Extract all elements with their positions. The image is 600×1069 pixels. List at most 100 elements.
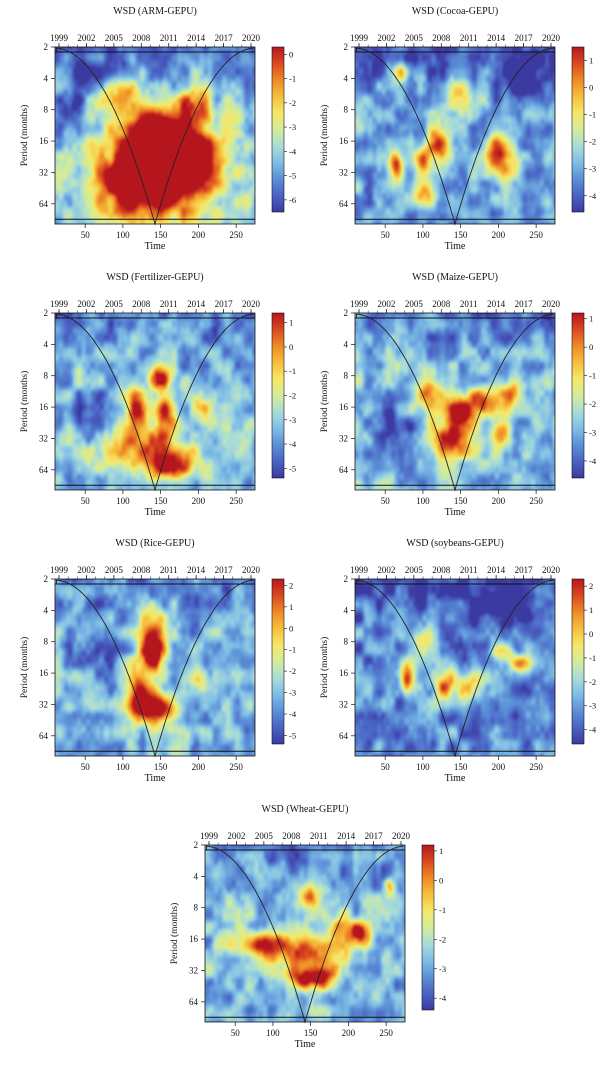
top-tick-label: 1999 (350, 299, 369, 309)
colorbar-tick-label: -3 (289, 122, 296, 132)
top-tick-label: 2017 (215, 33, 234, 43)
cone-of-influence (206, 845, 404, 1024)
x-tick-label: 200 (192, 496, 206, 506)
cone-of-influence (356, 313, 554, 492)
plot-frame (54, 46, 256, 225)
colorbar-tick-label: 0 (589, 83, 593, 93)
x-tick-label: 50 (381, 230, 391, 240)
wavelet-panel: WSD (Maize-GEPU) 1999 2002 2005 2008 2011 2014… (300, 266, 600, 537)
cone-of-influence (56, 313, 254, 492)
y-tick-label: 64 (39, 199, 49, 209)
wavelet-chart: WSD (Rice-GEPU)1999 2002 2005 2008 2011 2014 2… (19, 538, 297, 784)
colorbar-tick-label: 2 (289, 580, 293, 590)
top-tick-label: 2014 (487, 565, 506, 575)
power-heatmap (355, 313, 555, 490)
top-tick-label: 2002 (77, 33, 95, 43)
top-tick-label: 2002 (377, 299, 395, 309)
y-tick-label: 16 (339, 402, 349, 412)
top-tick-label: 2014 (337, 831, 356, 841)
x-axis-label: Time (445, 241, 466, 252)
wavelet-chart: WSD (ARM-GEPU)1999 2002 2005 2008 2011 2014 20… (19, 6, 297, 252)
top-tick-label: 2008 (432, 33, 451, 43)
top-tick-label: 2020 (542, 565, 561, 575)
colorbar-tick-label: 0 (289, 49, 293, 59)
x-tick-label: 200 (492, 496, 506, 506)
x-tick-label: 250 (229, 762, 243, 772)
x-axis-label: Time (295, 1039, 316, 1050)
y-tick-label: 2 (44, 574, 49, 584)
colorbar-tick-label: 1 (589, 56, 593, 66)
y-tick-label: 16 (39, 668, 49, 678)
y-tick-label: 64 (339, 199, 349, 209)
x-tick-label: 100 (266, 1028, 280, 1038)
colorbar-tick-label: -2 (589, 677, 596, 687)
colorbar-tick-label: -1 (289, 645, 296, 655)
y-tick-label: 4 (344, 339, 349, 349)
top-tick-label: 2005 (105, 565, 124, 575)
top-tick-label: 2020 (392, 831, 411, 841)
top-tick-label: 2020 (542, 299, 561, 309)
top-tick-label: 2017 (215, 299, 234, 309)
top-tick-label: 2005 (405, 33, 424, 43)
top-tick-label: 2011 (160, 33, 178, 43)
wavelet-panel: WSD (Rice-GEPU) 1999 2002 2005 2008 2011 2014 2… (0, 532, 300, 803)
colorbar-tick-label: -3 (289, 415, 296, 425)
y-tick-label: 16 (189, 934, 199, 944)
top-tick-label: 1999 (50, 33, 69, 43)
y-tick-label: 2 (44, 308, 49, 318)
colorbar-tick-label: 0 (289, 342, 293, 352)
cone-of-influence (356, 579, 554, 758)
y-tick-label: 8 (44, 371, 49, 381)
wavelet-panel: WSD (Fertilizer-GEPU) 1999 2002 2005 2008 201… (0, 266, 300, 537)
colorbar-tick-label: -2 (289, 391, 296, 401)
chart-title: WSD (Rice-GEPU) (115, 538, 194, 549)
colorbar-tick-label: -3 (289, 688, 296, 698)
y-tick-label: 16 (339, 136, 349, 146)
top-tick-label: 1999 (50, 299, 69, 309)
x-tick-label: 50 (81, 496, 91, 506)
top-tick-label: 2014 (487, 299, 506, 309)
y-tick-label: 64 (189, 997, 199, 1007)
top-tick-label: 2017 (515, 565, 534, 575)
x-axis-label: Time (145, 507, 166, 518)
colorbar (571, 312, 585, 479)
chart-title: WSD (Wheat-GEPU) (262, 804, 349, 815)
x-tick-label: 250 (229, 230, 243, 240)
y-tick-label: 8 (194, 903, 199, 913)
colorbar-tick-label: -4 (589, 191, 597, 201)
x-tick-label: 250 (529, 230, 543, 240)
y-tick-label: 4 (44, 73, 49, 83)
top-tick-label: 2002 (377, 33, 395, 43)
top-tick-label: 1999 (350, 33, 369, 43)
plot-frame (54, 578, 256, 757)
colorbar-tick-label: -2 (289, 666, 296, 676)
y-tick-label: 2 (344, 308, 349, 318)
y-tick-label: 32 (189, 965, 198, 975)
y-tick-label: 4 (44, 339, 49, 349)
y-tick-label: 2 (194, 840, 199, 850)
wavelet-chart: WSD (Maize-GEPU)1999 2002 2005 2008 2011 2014… (319, 272, 597, 518)
top-tick-label: 1999 (350, 565, 369, 575)
colorbar-tick-label: 0 (589, 342, 593, 352)
y-tick-label: 32 (39, 167, 48, 177)
power-heatmap (55, 47, 255, 224)
colorbar-tick-label: -1 (589, 653, 596, 663)
x-tick-label: 200 (192, 762, 206, 772)
x-axis-label: Time (445, 773, 466, 784)
colorbar-tick-label: -5 (289, 730, 296, 740)
colorbar (421, 844, 435, 1011)
top-tick-label: 1999 (200, 831, 219, 841)
wavelet-panel: WSD (Wheat-GEPU) 1999 2002 2005 2008 2011 2014… (150, 798, 450, 1069)
y-tick-label: 2 (344, 42, 349, 52)
y-tick-label: 32 (39, 699, 48, 709)
y-tick-label: 32 (339, 433, 348, 443)
x-tick-label: 200 (342, 1028, 356, 1038)
y-tick-label: 32 (339, 167, 348, 177)
chart-title: WSD (ARM-GEPU) (113, 6, 197, 17)
y-tick-label: 64 (339, 465, 349, 475)
top-tick-label: 2005 (255, 831, 273, 841)
colorbar-tick-label: -4 (439, 993, 447, 1003)
top-tick-label: 2008 (432, 565, 451, 575)
x-axis-label: Time (145, 773, 166, 784)
x-tick-label: 150 (304, 1028, 318, 1038)
